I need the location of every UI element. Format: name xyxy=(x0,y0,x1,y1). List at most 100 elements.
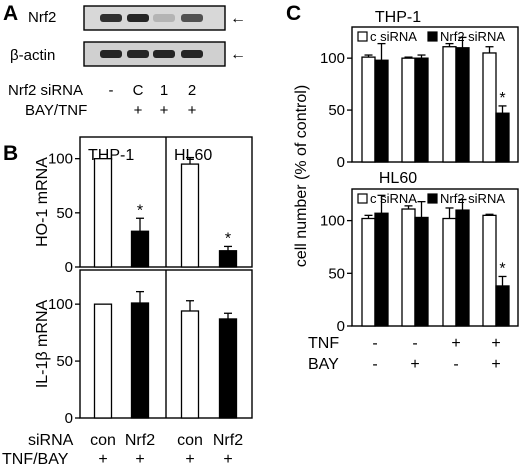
c-xlabel-bay-2: + xyxy=(410,356,419,373)
c2-s2-bar-2 xyxy=(414,57,429,163)
b1-ytick-label-100: 100 xyxy=(48,296,73,313)
nrf2-band-1 xyxy=(100,14,122,22)
b-x-labels: con Nrf2 con Nrf2 + + + + xyxy=(90,432,243,467)
b0-g1-bar-Nrf2-asterisk: * xyxy=(137,202,143,219)
nrf2-band-4 xyxy=(181,14,203,22)
panel-letter-b: B xyxy=(3,142,18,165)
c3-legend-swatch-2 xyxy=(427,193,438,204)
b0-g1-bar-con xyxy=(93,158,113,268)
c-xlabel-tnf-2: - xyxy=(412,335,417,352)
row-label-sirna: Nrf2 siRNA xyxy=(8,82,83,99)
b0-g1-bar-Nrf2 xyxy=(130,230,150,268)
c-xlabel-bay-1: - xyxy=(372,356,377,373)
row-label-treat: BAY/TNF xyxy=(25,102,87,119)
actin-band-3 xyxy=(153,50,175,58)
b-top-plot: 0 50 100 * * xyxy=(48,151,238,276)
c3-s1-bar-3 xyxy=(442,217,457,327)
b1-g2-bar-Nrf2 xyxy=(218,318,238,419)
c-xrow-title-bay: BAY xyxy=(308,356,339,373)
lane-sirna-3: 1 xyxy=(160,82,168,99)
c2-legend-swatch-2 xyxy=(427,31,438,42)
c-xlabel-bay-3: - xyxy=(453,356,458,373)
c2-s1-bar-4 xyxy=(482,52,497,163)
blot-label-actin: β-actin xyxy=(10,47,55,64)
b0-ytick-label-0: 0 xyxy=(65,259,73,276)
panel-b: THP-1 HL60 HO-1 mRNA IL-1β mRNA 050100**… xyxy=(2,136,253,467)
c-bottom-title: HL60 xyxy=(379,170,417,187)
b-bottom-ylabel: IL-1β mRNA xyxy=(34,300,51,389)
c-top-plot: 0 50 100 * xyxy=(320,36,510,171)
c2-ytick-label-50: 50 xyxy=(328,102,345,119)
c-xlabel-tnf-1: - xyxy=(372,335,377,352)
b0-g2-bar-Nrf2 xyxy=(218,250,238,268)
c2-legend-swatch-1 xyxy=(357,31,368,42)
actin-band-2 xyxy=(127,50,149,58)
panel-c: THP-1 HL60 cell number (% of control) 0 5… xyxy=(293,9,519,373)
c-bottom-legend: c siRNA Nrf2 siRNA xyxy=(357,191,505,206)
lane-sirna-2: C xyxy=(133,82,144,99)
c-xlabel-tnf-4: + xyxy=(491,335,500,352)
b-xlabel-treat-4: + xyxy=(223,451,232,467)
c2-s1-bar-3 xyxy=(442,46,457,163)
c2-legend-label-2: Nrf2 siRNA xyxy=(440,29,505,44)
c-top-title: THP-1 xyxy=(375,9,421,26)
c2-s2-bar-3 xyxy=(455,47,470,163)
c2-s2-bar-4-asterisk: * xyxy=(499,90,505,107)
nrf2-band-3 xyxy=(153,14,175,22)
lane-treat-3: + xyxy=(160,102,169,119)
arrow-actin: ← xyxy=(230,46,246,63)
c3-ytick-label-0: 0 xyxy=(337,318,345,335)
c-ylabel: cell number (% of control) xyxy=(293,85,310,267)
c2-ytick-label-100: 100 xyxy=(320,50,345,67)
actin-bands xyxy=(100,50,203,58)
c3-s1-bar-4 xyxy=(482,214,497,327)
c3-ytick-label-50: 50 xyxy=(328,265,345,282)
c2-legend-label-1: c siRNA xyxy=(370,29,417,44)
c3-s1-bar-2 xyxy=(401,208,416,327)
lane-sirna-1: - xyxy=(109,82,114,99)
b-xrow-title-treat: TNF/BAY xyxy=(2,451,69,467)
actin-band-1 xyxy=(100,50,122,58)
c3-s2-bar-2 xyxy=(414,216,429,327)
c2-s1-bar-1 xyxy=(361,56,376,163)
c2-ytick-label-0: 0 xyxy=(337,154,345,171)
b-xlabel-sirna-3: con xyxy=(177,432,203,449)
c3-s2-bar-4-asterisk: * xyxy=(499,260,505,277)
panel-a: Nrf2 β-actin ← ← Nrf2 siRNA BAY/TNF - C +1… xyxy=(8,5,246,119)
lane-sirna-4: 2 xyxy=(188,82,196,99)
arrow-nrf2: ← xyxy=(230,10,246,27)
nrf2-bands xyxy=(100,14,203,22)
lane-treat-2: + xyxy=(134,102,143,119)
c3-s2-bar-4 xyxy=(495,285,510,327)
c-top-legend: c siRNA Nrf2 siRNA xyxy=(357,29,505,44)
lane-treat-4: + xyxy=(188,102,197,119)
c-xlabel-bay-4: + xyxy=(491,356,500,373)
nrf2-band-2 xyxy=(127,14,149,22)
b1-g2-bar-con xyxy=(180,310,200,419)
c3-ytick-label-100: 100 xyxy=(320,213,345,230)
c3-legend-label-2: Nrf2 siRNA xyxy=(440,191,505,206)
b1-ytick-label-0: 0 xyxy=(65,410,73,427)
c2-s2-bar-1 xyxy=(374,59,389,163)
c3-s2-bar-1 xyxy=(374,212,389,327)
b-xrow-title-sirna: siRNA xyxy=(28,432,74,449)
panel-letter-a: A xyxy=(3,2,18,25)
b-bottom-plot: 0 50 100 xyxy=(48,290,238,427)
c-xlabel-tnf-3: + xyxy=(451,335,460,352)
b1-g1-bar-Nrf2 xyxy=(130,302,150,419)
blot-label-nrf2: Nrf2 xyxy=(28,9,56,26)
b0-ytick-label-50: 50 xyxy=(56,205,73,222)
b1-ytick-label-50: 50 xyxy=(56,353,73,370)
actin-band-4 xyxy=(181,50,203,58)
c3-legend-swatch-1 xyxy=(357,193,368,204)
lane-labels: - C +1 +2 + xyxy=(109,82,197,119)
c3-s1-bar-1 xyxy=(361,217,376,327)
c-bottom-frame xyxy=(351,188,519,327)
b-xlabel-sirna-1: con xyxy=(90,432,116,449)
b1-g1-bar-con xyxy=(93,303,113,419)
b0-ytick-label-100: 100 xyxy=(48,151,73,168)
b-xlabel-treat-3: + xyxy=(185,451,194,467)
b-top-ylabel: HO-1 mRNA xyxy=(34,157,51,247)
c3-s2-bar-3 xyxy=(455,209,470,327)
c-bottom-plot: 0 50 100 * xyxy=(320,194,510,335)
